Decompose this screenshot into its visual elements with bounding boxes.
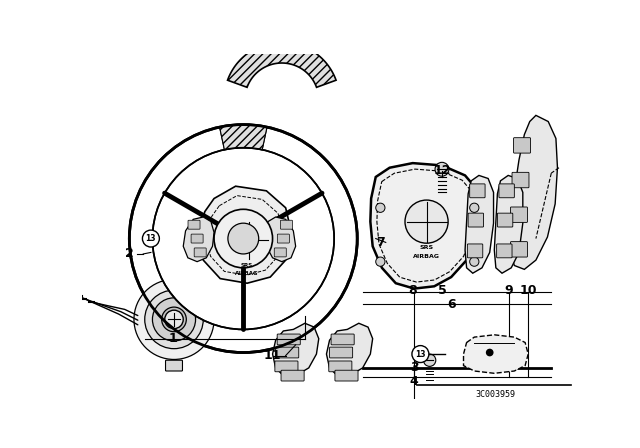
Circle shape [424, 354, 436, 366]
Text: 3C003959: 3C003959 [476, 390, 516, 399]
FancyBboxPatch shape [166, 360, 182, 371]
FancyBboxPatch shape [330, 347, 353, 358]
Text: 10: 10 [520, 284, 537, 297]
FancyBboxPatch shape [499, 184, 515, 198]
FancyBboxPatch shape [511, 207, 527, 222]
Text: AIRBAG: AIRBAG [236, 271, 259, 276]
Text: 13: 13 [415, 349, 426, 358]
Circle shape [435, 162, 449, 176]
Circle shape [129, 125, 357, 353]
Circle shape [230, 220, 269, 260]
Polygon shape [220, 125, 267, 150]
Circle shape [162, 307, 186, 332]
FancyBboxPatch shape [511, 241, 527, 257]
Text: AIRBAG: AIRBAG [413, 254, 440, 259]
Text: 13: 13 [146, 234, 156, 243]
FancyBboxPatch shape [497, 213, 513, 227]
FancyBboxPatch shape [280, 220, 292, 229]
Circle shape [405, 200, 448, 243]
Circle shape [376, 203, 385, 212]
Text: 5: 5 [438, 284, 446, 297]
Circle shape [412, 345, 429, 362]
Polygon shape [198, 186, 291, 283]
Text: 11: 11 [264, 349, 282, 362]
Polygon shape [273, 323, 319, 375]
FancyBboxPatch shape [191, 234, 203, 243]
FancyBboxPatch shape [276, 347, 299, 358]
Circle shape [145, 290, 204, 349]
FancyBboxPatch shape [281, 370, 304, 381]
Polygon shape [265, 217, 296, 262]
FancyBboxPatch shape [331, 334, 354, 345]
Polygon shape [371, 163, 481, 289]
Polygon shape [326, 323, 372, 375]
Circle shape [152, 148, 334, 329]
Polygon shape [220, 125, 267, 150]
Text: 1: 1 [168, 332, 177, 345]
Text: 2: 2 [125, 247, 134, 260]
FancyBboxPatch shape [470, 184, 485, 198]
Text: 4: 4 [410, 375, 419, 388]
Circle shape [164, 310, 183, 329]
Text: SRS: SRS [419, 246, 434, 250]
Text: 3: 3 [410, 362, 419, 375]
FancyBboxPatch shape [188, 220, 200, 229]
Text: SRS: SRS [241, 263, 253, 268]
FancyBboxPatch shape [467, 244, 483, 258]
Circle shape [376, 257, 385, 266]
Circle shape [143, 230, 159, 247]
FancyBboxPatch shape [335, 370, 358, 381]
Text: 6: 6 [447, 297, 456, 310]
FancyBboxPatch shape [275, 248, 286, 257]
Text: 8: 8 [408, 284, 417, 297]
Polygon shape [183, 217, 214, 262]
Polygon shape [463, 335, 528, 373]
FancyBboxPatch shape [512, 172, 529, 188]
Circle shape [134, 280, 214, 359]
Polygon shape [509, 116, 557, 269]
FancyBboxPatch shape [513, 138, 531, 153]
Text: 9: 9 [504, 284, 513, 297]
Circle shape [214, 209, 273, 268]
Circle shape [228, 223, 259, 254]
FancyBboxPatch shape [468, 213, 484, 227]
Polygon shape [494, 176, 523, 273]
FancyBboxPatch shape [277, 234, 289, 243]
Polygon shape [228, 42, 336, 87]
Circle shape [486, 349, 493, 356]
FancyBboxPatch shape [275, 361, 298, 372]
FancyBboxPatch shape [497, 244, 512, 258]
Circle shape [470, 257, 479, 266]
FancyBboxPatch shape [194, 248, 206, 257]
FancyBboxPatch shape [277, 334, 300, 345]
Polygon shape [465, 176, 493, 273]
Circle shape [470, 203, 479, 212]
Text: 12: 12 [433, 164, 451, 177]
Circle shape [152, 298, 196, 341]
Text: 7: 7 [376, 236, 385, 249]
FancyBboxPatch shape [329, 361, 352, 372]
